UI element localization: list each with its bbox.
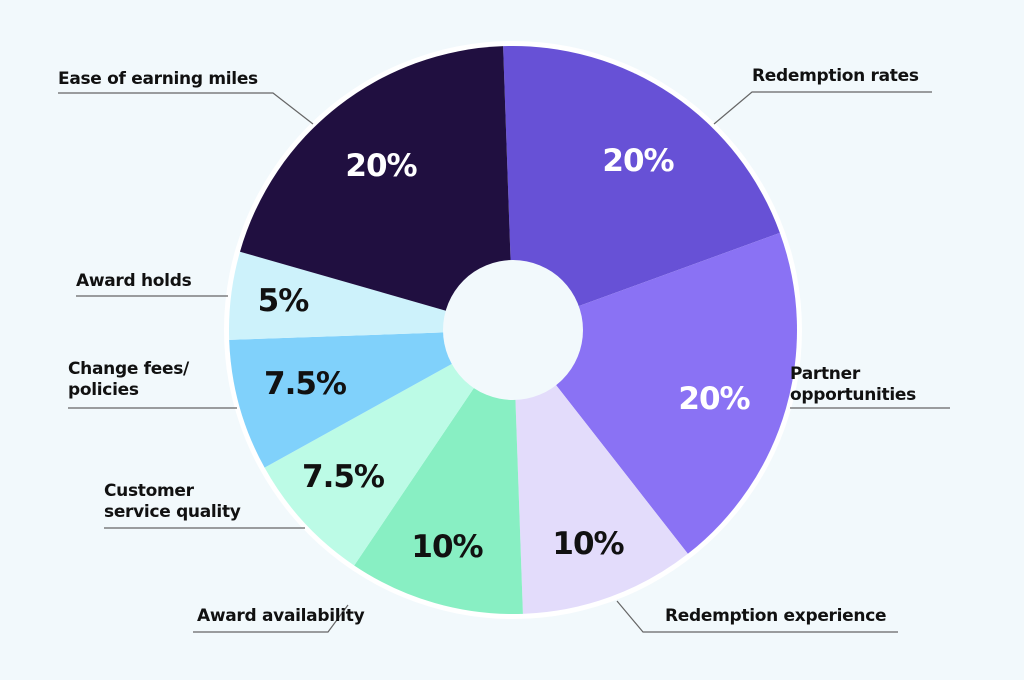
leader-line (713, 91, 932, 125)
slice-change-fees-policies (229, 330, 513, 468)
leader-line (58, 92, 314, 125)
value-label-partner-opportunities: 20% (678, 381, 750, 417)
callout-label-line: service quality (104, 502, 241, 522)
value-label-award-holds: 5% (258, 283, 310, 319)
callout-label-line: Ease of earning miles (58, 69, 258, 89)
callout-label-award-holds: Award holds (76, 271, 192, 292)
slice-award-holds (229, 251, 513, 340)
callout-label-line: policies (68, 380, 139, 400)
callout-lines (58, 91, 950, 633)
slice-partner-opportunities (513, 232, 797, 554)
callout-label-partner-opportunities: Partner opportunities (790, 364, 916, 406)
callout-label-line: Customer (104, 481, 194, 501)
callout-label-line: Redemption experience (665, 606, 887, 626)
value-label-award-availability: 10% (411, 529, 483, 565)
chart-slices (229, 46, 797, 614)
value-label-change-fees-policies: 7.5% (264, 366, 347, 402)
callout-label-customer-service-quality: Customer service quality (104, 481, 241, 523)
callout-label-redemption-rates: Redemption rates (752, 66, 919, 87)
value-label-redemption-rates: 20% (602, 143, 674, 179)
slice-ease-of-earning-miles (240, 46, 513, 330)
callout-label-redemption-experience: Redemption experience (665, 606, 887, 627)
slice-redemption-rates (503, 46, 780, 330)
value-label-customer-service-quality: 7.5% (302, 459, 385, 495)
slice-customer-service-quality (264, 330, 513, 566)
donut-hole (443, 260, 583, 400)
leader-line (616, 600, 898, 633)
callout-label-line: Change fees/ (68, 359, 189, 379)
callout-label-line: opportunities (790, 385, 916, 405)
slice-redemption-experience (513, 330, 688, 614)
callout-label-change-fees-policies: Change fees/policies (68, 359, 189, 401)
callout-label-line: Award holds (76, 271, 192, 291)
value-label-redemption-experience: 10% (552, 526, 624, 562)
slice-award-availability (354, 330, 523, 614)
callout-label-line: Partner (790, 364, 860, 384)
callout-label-line: Redemption rates (752, 66, 919, 86)
callout-label-line: Award availability (197, 606, 365, 626)
leader-line (193, 604, 349, 633)
callout-label-ease-of-earning-miles: Ease of earning miles (58, 69, 258, 90)
value-labels: 20% 20% 10% 10% 7.5% 7.5% 5% 20% (258, 143, 752, 565)
callout-label-award-availability: Award availability (197, 606, 365, 627)
value-label-ease-of-earning-miles: 20% (345, 148, 417, 184)
